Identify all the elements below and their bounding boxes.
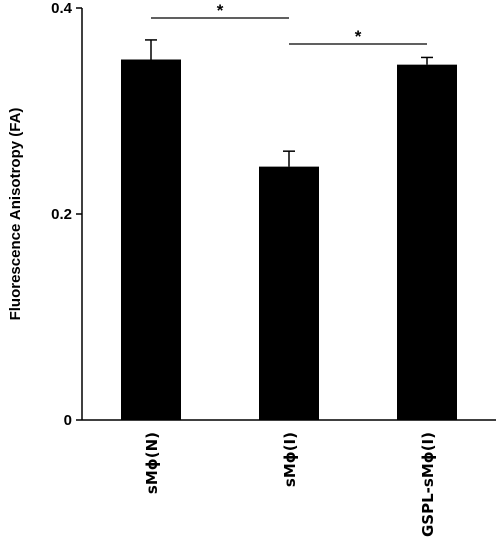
y-tick-label: 0.2 [51, 206, 72, 223]
category-label: sMϕ(N) [143, 432, 161, 494]
y-ticks: 0 0.2 0.4 [51, 0, 82, 429]
y-tick-label: 0.4 [51, 0, 73, 17]
bar [397, 64, 457, 421]
bar [259, 166, 319, 420]
bar [121, 59, 181, 420]
bars [121, 59, 457, 421]
error-bars [145, 39, 433, 167]
category-labels: sMϕ(N) sMϕ(I) GSPL-sMϕ(I) [143, 432, 437, 537]
significance-star: * [217, 1, 224, 20]
y-axis-label: Fluorescence Anisotropy (FA) [7, 108, 24, 321]
category-label: GSPL-sMϕ(I) [419, 432, 437, 537]
significance-brackets: ** [151, 1, 427, 46]
significance-star: * [355, 27, 362, 46]
category-label: sMϕ(I) [281, 432, 299, 487]
y-tick-label: 0 [64, 412, 72, 429]
